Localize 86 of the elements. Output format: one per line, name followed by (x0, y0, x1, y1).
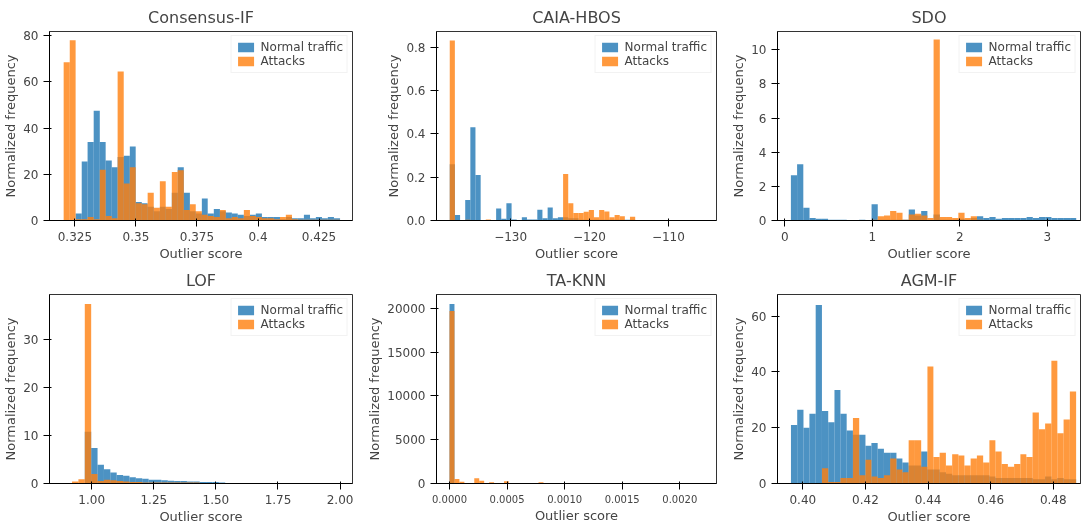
x-axis-title: Outlier score (534, 507, 619, 523)
y-axis-title: Normalized frequency (367, 317, 383, 461)
x-tick-label: 1.50 (202, 492, 230, 507)
y-tick-label: 30 (23, 333, 39, 348)
legend-label: Normal traffic (624, 40, 707, 54)
y-axis-title: Normalized frequency (386, 54, 402, 198)
y-tick-label: 10 (23, 429, 39, 444)
y-tick-label: 80 (23, 29, 39, 44)
x-axis-title: Outlier score (887, 508, 971, 524)
y-tick-label: 40 (751, 365, 767, 380)
x-tick-label: 0.425 (301, 229, 337, 244)
y-tick-label: 4 (758, 145, 767, 160)
x-tick-label: 0.0015 (604, 493, 640, 505)
y-axis-title: Normalized frequency (3, 317, 19, 461)
legend-label: Normal traffic (988, 303, 1071, 317)
y-tick-label: 0.6 (406, 83, 426, 98)
y-axis-title: Normalized frequency (731, 54, 747, 198)
x-tick-label: 0 (780, 229, 789, 244)
y-tick-label: 15000 (387, 345, 426, 360)
y-tick-label: 60 (751, 309, 767, 324)
legend-label: Attacks (260, 317, 306, 331)
x-tick-label: 0.0020 (662, 493, 698, 505)
y-tick-label: 0.4 (406, 127, 426, 142)
legend-label: Normal traffic (624, 303, 707, 317)
y-tick-label: 60 (23, 75, 39, 90)
y-tick-label: 0 (758, 477, 767, 491)
y-tick-label: 0.2 (406, 170, 426, 185)
x-tick-label: 0.325 (57, 229, 93, 244)
x-tick-label: 3 (1043, 229, 1052, 244)
x-tick-label: 1.00 (78, 492, 106, 507)
x-tick-label: 0.0010 (547, 493, 583, 505)
x-axis-title: Outlier score (534, 245, 619, 261)
x-tick-label: 0.46 (977, 492, 1005, 507)
legend-label: Attacks (988, 317, 1034, 331)
legend-label: Normal traffic (260, 303, 343, 317)
y-tick-label: 5000 (394, 433, 426, 448)
x-axis-title: Outlier score (887, 245, 971, 261)
chart-title: CAIA-HBOS (532, 7, 621, 27)
y-tick-label: 10000 (387, 389, 426, 404)
y-tick-label: 20 (751, 421, 767, 436)
legend-label: Attacks (260, 54, 306, 68)
chart-title: AGM-IF (900, 270, 958, 290)
y-tick-label: 20 (23, 167, 39, 182)
y-axis-title: Normalized frequency (731, 317, 747, 461)
x-tick-label: 0.0005 (489, 493, 525, 505)
x-tick-label: 2 (955, 229, 964, 244)
chart-title: LOF (185, 270, 217, 290)
y-tick-label: 2 (758, 179, 767, 194)
x-tick-label: 0.48 (1039, 492, 1067, 507)
y-tick-label: 0.0 (406, 214, 426, 228)
x-tick-label: 0.4 (248, 229, 268, 244)
chart-title: SDO (911, 7, 947, 27)
chart-title: TA-KNN (545, 270, 607, 290)
y-tick-label: 6 (758, 111, 767, 126)
legend-label: Normal traffic (260, 40, 343, 54)
y-tick-label: 0 (30, 477, 39, 491)
x-tick-label: 1 (868, 229, 877, 244)
x-tick-label: −120 (573, 229, 606, 244)
x-tick-label: −130 (494, 229, 528, 244)
x-tick-label: 0.375 (179, 229, 215, 244)
y-tick-label: 20 (23, 381, 39, 396)
legend-label: Normal traffic (988, 40, 1071, 54)
y-tick-label: 8 (758, 77, 767, 92)
x-axis-title: Outlier score (159, 508, 243, 524)
x-axis-title: Outlier score (159, 245, 243, 261)
y-tick-label: 0 (30, 214, 39, 228)
legend-label: Attacks (624, 317, 670, 331)
x-tick-label: 0.42 (852, 492, 879, 507)
y-tick-label: 10 (751, 43, 767, 58)
y-axis-title: Normalized frequency (3, 54, 19, 198)
legend-label: Attacks (988, 54, 1034, 68)
x-tick-label: 1.25 (140, 492, 168, 507)
y-tick-label: 0.8 (406, 40, 426, 55)
y-tick-label: 0 (417, 477, 426, 491)
x-tick-label: 0.0000 (432, 493, 468, 505)
x-tick-label: 0.44 (914, 492, 942, 507)
y-tick-label: 20000 (387, 301, 426, 316)
y-tick-label: 0 (758, 214, 767, 228)
x-tick-label: 0.40 (789, 492, 817, 507)
legend-label: Attacks (624, 54, 670, 68)
y-tick-label: 40 (23, 121, 39, 136)
chart-title: Consensus-IF (148, 7, 254, 27)
x-tick-label: −110 (651, 229, 685, 244)
x-tick-label: 1.75 (264, 492, 292, 507)
x-tick-label: 2.00 (326, 492, 354, 507)
x-tick-label: 0.35 (122, 229, 150, 244)
